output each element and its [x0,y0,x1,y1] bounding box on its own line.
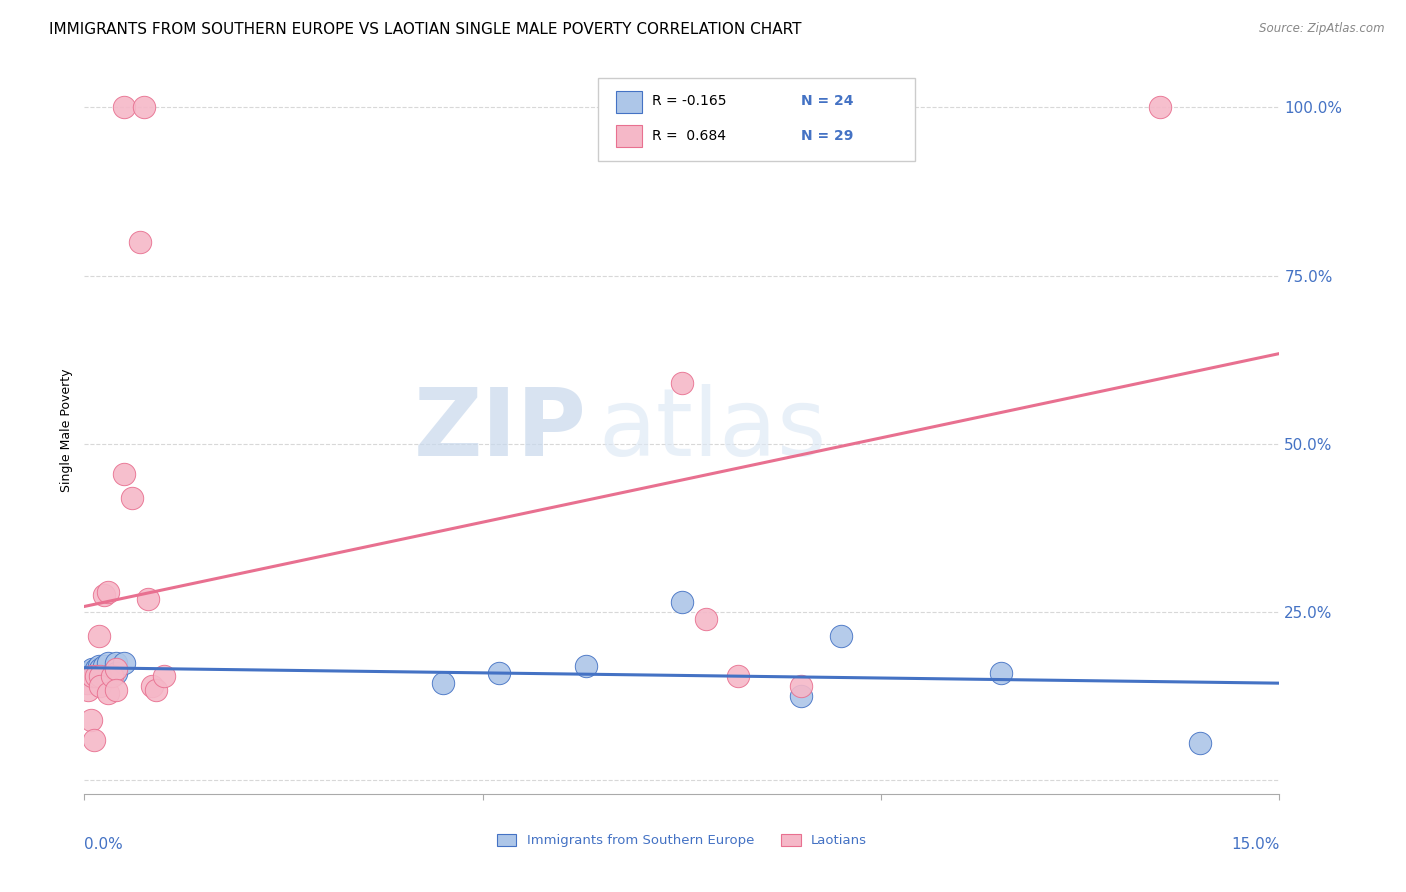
Point [145,682,167,697]
Point [89,662,111,676]
Point [105,682,128,697]
Point [101,669,124,683]
Point [97,686,120,700]
Point [727,669,749,683]
Point [97,585,120,599]
Point [82,662,104,676]
Point [129,235,152,249]
Point [1188,736,1211,750]
Point [671,595,693,609]
Legend: Immigrants from Southern Europe, Laotians: Immigrants from Southern Europe, Laotian… [492,829,872,853]
Point [671,376,693,391]
Text: N = 29: N = 29 [801,129,853,143]
Point [76,669,98,683]
Point [77,682,100,697]
Text: ZIP: ZIP [413,384,586,476]
Point [80,713,103,727]
Point [83,665,105,680]
Point [97,656,120,670]
Point [93,588,115,602]
Point [432,675,454,690]
Point [76,675,98,690]
Point [112,656,135,670]
Text: atlas: atlas [599,384,827,476]
Point [141,679,163,693]
Point [89,669,111,683]
Point [790,690,813,704]
Point [132,100,156,114]
Text: 0.0%: 0.0% [84,838,124,852]
Point [93,659,115,673]
Point [89,669,111,683]
Text: 15.0%: 15.0% [1232,838,1279,852]
Point [77,665,100,680]
Point [89,679,111,693]
Text: R = -0.165: R = -0.165 [652,94,727,108]
Point [105,662,128,676]
Point [112,467,135,482]
Point [153,669,176,683]
Point [83,733,105,747]
Text: Source: ZipAtlas.com: Source: ZipAtlas.com [1260,22,1385,36]
FancyBboxPatch shape [599,78,915,161]
Point [136,591,159,606]
Y-axis label: Single Male Poverty: Single Male Poverty [60,368,73,492]
Bar [616,125,643,147]
Text: IMMIGRANTS FROM SOUTHERN EUROPE VS LAOTIAN SINGLE MALE POVERTY CORRELATION CHART: IMMIGRANTS FROM SOUTHERN EUROPE VS LAOTI… [49,22,801,37]
Point [80,669,103,683]
Point [82,669,104,683]
Point [488,665,510,680]
Point [575,659,598,673]
Point [82,669,104,683]
Point [86,662,108,676]
Point [87,659,110,673]
Point [87,629,110,643]
Point [695,612,717,626]
Point [112,100,135,114]
Text: N = 24: N = 24 [801,94,853,108]
Point [790,679,813,693]
Text: R =  0.684: R = 0.684 [652,129,725,143]
Point [86,669,108,683]
Bar [616,91,643,112]
Point [105,656,128,670]
Point [105,665,128,680]
Point [121,491,143,505]
Point [1149,100,1171,114]
Point [830,629,852,643]
Point [97,669,120,683]
Point [990,665,1012,680]
